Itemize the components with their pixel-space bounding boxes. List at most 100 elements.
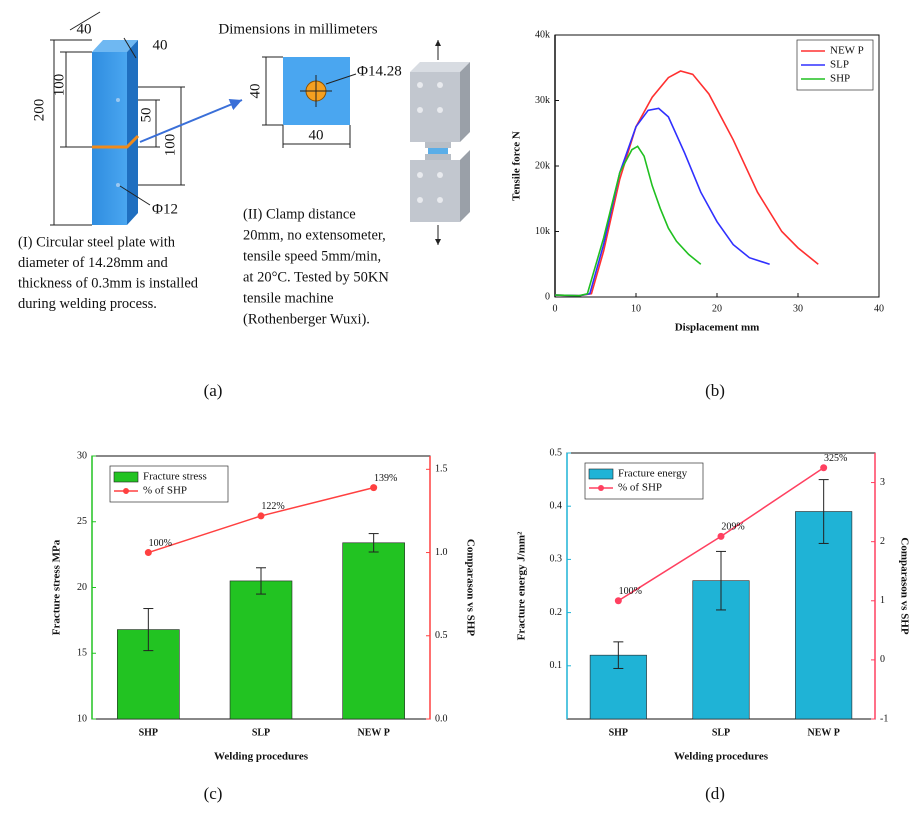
y2-tick-label: 2: [880, 536, 885, 547]
series-line: [555, 108, 770, 295]
dim-label: 40: [309, 127, 324, 143]
y-tick-label: 15: [77, 648, 87, 659]
caption-line: 20mm, no extensometer,: [243, 227, 386, 243]
caption-line: at 20°C. Tested by 50KN: [243, 269, 389, 285]
y-tick-label: 30: [77, 450, 87, 461]
series-line: [555, 71, 818, 296]
x-axis-title: Displacement mm: [675, 322, 760, 334]
caption-line: (Rothenberger Wuxi).: [243, 311, 370, 327]
caption-line: tensile speed 5mm/min,: [243, 248, 381, 264]
legend: Fracture stress % of SHP: [110, 466, 228, 502]
y2-tick-label: 1.5: [435, 464, 448, 475]
line-marker: [258, 512, 265, 519]
dim-label: Φ14.28: [357, 63, 402, 79]
arrow: [140, 100, 242, 142]
dim-label: 200: [31, 99, 47, 122]
x-tick-label: 40: [874, 303, 884, 314]
x-tick-label: SLP: [712, 727, 730, 738]
line-marker: [615, 597, 622, 604]
hole: [116, 183, 120, 187]
y2-axis-title: Comparason vs SHP: [898, 537, 910, 634]
y2-axis-title: Comparason vs SHP: [464, 539, 476, 636]
legend-label: SLP: [830, 59, 849, 71]
column-side: [127, 40, 138, 225]
legend-swatch: [589, 469, 613, 479]
legend: Fracture energy % of SHP: [585, 463, 703, 499]
panel-label: (d): [705, 784, 725, 803]
y-tick-label: 30k: [535, 95, 550, 106]
caption-2: (II) Clamp distance 20mm, no extensometer…: [243, 206, 389, 327]
legend-marker: [123, 488, 129, 494]
caption-line: during welding process.: [18, 296, 157, 312]
x-tick-label: SLP: [252, 727, 270, 738]
y2-tick-label: -1: [880, 713, 888, 724]
tensile-grips: [410, 40, 470, 245]
y2-tick-label: 0.0: [435, 713, 448, 724]
column-front: [92, 52, 127, 225]
x-tick-label: NEW P: [808, 727, 840, 738]
y-tick-label: 0: [545, 291, 550, 302]
x-tick-label: SHP: [609, 727, 628, 738]
data-label: 139%: [374, 473, 397, 484]
x-tick-label: 20: [712, 303, 722, 314]
figure: 40 40 100 200 50 100 Φ12 Dimensions in m…: [0, 0, 914, 822]
caption-line: thickness of 0.3mm is installed: [18, 275, 199, 291]
y2-tick-label: 3: [880, 477, 885, 488]
line-marker: [718, 533, 725, 540]
chart: 0.1 0.2 0.3 0.4 0.5 -1 0 1 2 3 Fracture energy J/m…: [516, 447, 911, 762]
data-label: 100%: [149, 538, 172, 549]
bar: [343, 543, 405, 719]
y-tick-label: 0.5: [550, 447, 563, 458]
legend-label: % of SHP: [143, 485, 187, 497]
y2-tick-label: 1.0: [435, 547, 448, 558]
caption-line: (II) Clamp distance: [243, 206, 356, 222]
data-label: 209%: [721, 522, 744, 533]
page: { "diagram": { "column_dims": ["40", "40…: [0, 0, 914, 822]
line-marker: [820, 464, 827, 471]
dim-label: 40: [247, 84, 263, 99]
y-tick-label: 0.2: [550, 607, 563, 618]
panel-label: (c): [204, 784, 223, 803]
y-tick-label: 20: [77, 582, 87, 593]
caption-line: (I) Circular steel plate with: [18, 234, 176, 250]
plate-title: Dimensions in millimeters: [218, 21, 377, 37]
y-tick-label: 40k: [535, 29, 550, 40]
legend-label: Fracture stress: [143, 471, 207, 483]
x-tick-label: 30: [793, 303, 803, 314]
x-tick-label: NEW P: [358, 727, 390, 738]
legend-label: NEW P: [830, 45, 864, 57]
y-tick-label: 25: [77, 516, 87, 527]
legend-label: Fracture energy: [618, 468, 688, 480]
dim-label: 100: [162, 134, 178, 157]
y2-tick-label: 1: [880, 595, 885, 606]
x-tick-label: 10: [631, 303, 641, 314]
dim-label: Φ12: [152, 201, 178, 217]
y2-tick-label: 0: [880, 654, 885, 665]
y-tick-label: 10: [77, 713, 87, 724]
dim-label: 100: [51, 74, 67, 97]
data-label: 100%: [619, 586, 642, 597]
data-label: 122%: [261, 501, 284, 512]
x-axis-title: Welding procedures: [674, 751, 769, 763]
x-tick-label: 0: [553, 303, 558, 314]
y-tick-label: 0.4: [550, 500, 563, 511]
y-tick-label: 0.1: [550, 660, 563, 671]
line-marker: [145, 549, 152, 556]
hole: [116, 98, 120, 102]
series-line: [555, 146, 701, 295]
y-tick-label: 10k: [535, 226, 550, 237]
y-tick-label: 0.3: [550, 554, 563, 565]
bar: [230, 581, 292, 719]
dim-label: 50: [138, 108, 154, 123]
legend-label: % of SHP: [618, 482, 662, 494]
panel-label: (a): [204, 381, 223, 400]
legend-swatch: [114, 472, 138, 482]
caption-line: tensile machine: [243, 290, 334, 306]
legend-marker: [598, 485, 604, 491]
y-axis-title: Fracture energy J/mm²: [516, 531, 528, 640]
data-label: 325%: [824, 453, 847, 464]
